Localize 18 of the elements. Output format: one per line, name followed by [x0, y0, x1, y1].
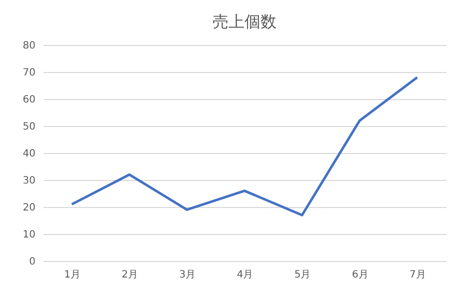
x-tick-label: 1月 [64, 270, 80, 280]
y-tick-label: 10 [22, 230, 36, 240]
y-tick-label: 20 [22, 202, 36, 214]
y-tick-label: 0 [29, 256, 36, 268]
y-tick-label: 70 [22, 68, 36, 78]
x-tick-label: 3月 [179, 270, 196, 280]
x-tick-label: 6月 [352, 270, 368, 280]
x-tick-label: 7月 [410, 270, 426, 280]
y-tick-label: 60 [22, 94, 36, 106]
y-tick-label: 30 [22, 176, 36, 186]
x-tick-label: 2月 [122, 270, 138, 280]
x-tick-label: 4月 [236, 270, 254, 280]
line-series [70, 76, 418, 216]
chart-title: 売上個数 [212, 12, 276, 31]
x-tick-label: 5月 [294, 270, 311, 280]
y-tick-label: 40 [22, 148, 36, 160]
y-tick-label: 80 [22, 40, 36, 52]
y-tick-label: 50 [22, 122, 36, 132]
